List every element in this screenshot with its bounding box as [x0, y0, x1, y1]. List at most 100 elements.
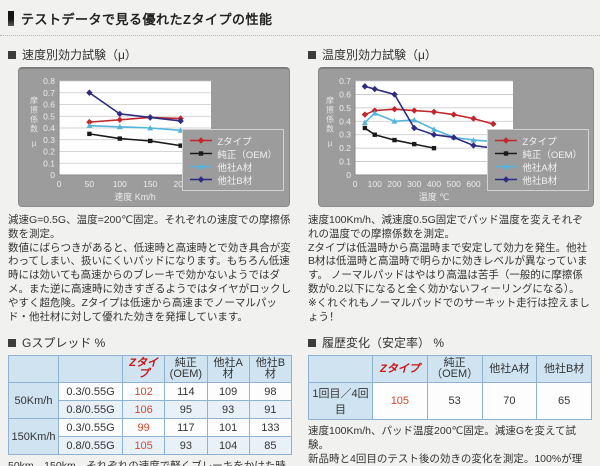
- legend-label: 他社A材: [522, 162, 558, 174]
- header-cell-blank: [58, 355, 123, 384]
- svg-text:600: 600: [466, 179, 480, 189]
- svg-text:0.3: 0.3: [339, 130, 351, 140]
- temperature-friction-chart: 0 0.1 0.2 0.3 0.4 0.5 0.6 0.7 0 100 200 300 400 500 60…: [318, 67, 594, 207]
- chart0-svg: 00.10.20.30.40.50.60.70.8050100150200250…: [30, 76, 218, 202]
- legend-label: 他社B材: [522, 175, 558, 187]
- table-row: 1回目／4回目 105 53 70 65: [308, 382, 592, 421]
- g-condition-cell: 0.3/0.55G: [58, 418, 123, 438]
- speed-label-150kmh: 150Km/h: [8, 418, 59, 456]
- section-header-history-change: 履歴変化（安定率） %: [308, 334, 592, 351]
- legend-label: Zタイプ: [522, 136, 557, 148]
- legend-swatch-icon: [190, 163, 213, 169]
- svg-text:0.6: 0.6: [339, 89, 351, 99]
- svg-text:0.1: 0.1: [339, 157, 351, 167]
- svg-text:0.2: 0.2: [339, 143, 351, 153]
- header-cell-company-b: 他社B材: [536, 355, 592, 384]
- header-cell-z-type: Zタイプ: [372, 355, 428, 384]
- section-label-history-change: 履歴変化（安定率） %: [322, 336, 445, 351]
- company-a-value-cell: 93: [206, 400, 250, 420]
- speed-test-column: 速度別効力試験（μ） 0 0.1 0.2 0.3 0.4 0.5 0.6 0.7 0.8 0 50 1…: [8, 46, 293, 466]
- company-a-value-cell: 104: [206, 436, 250, 456]
- header-cell-blank: [8, 355, 59, 384]
- svg-text:100: 100: [113, 179, 127, 189]
- section-header-temperature-test: 温度別効力試験（μ）: [308, 46, 592, 63]
- svg-text:0.5: 0.5: [43, 111, 55, 121]
- company-a-value-cell: 101: [206, 418, 250, 438]
- svg-text:50: 50: [85, 179, 95, 189]
- svg-text:μ: μ: [32, 139, 37, 148]
- svg-text:150: 150: [143, 179, 157, 189]
- svg-text:0: 0: [346, 170, 351, 180]
- page-title-bar: テストデータで見る優れたZタイプの性能: [0, 0, 600, 36]
- z-value-cell: 102: [121, 382, 166, 402]
- section-label-speed-test: 速度別効力試験（μ）: [22, 48, 137, 62]
- svg-text:摩: 摩: [30, 95, 38, 105]
- section-label-temperature-test: 温度別効力試験（μ）: [322, 48, 437, 62]
- company-a-value-cell: 70: [481, 382, 538, 421]
- svg-text:200: 200: [174, 179, 188, 189]
- legend-label: 他社A材: [217, 162, 253, 174]
- header-cell-blank: [308, 355, 373, 384]
- g-condition-cell: 0.3/0.55G: [58, 382, 123, 402]
- legend-item: 他社B材: [494, 173, 582, 187]
- svg-text:μ: μ: [328, 139, 333, 148]
- legend-swatch-icon: [495, 137, 518, 144]
- company-b-value-cell: 133: [248, 418, 293, 438]
- title-bullet-icon: [8, 11, 14, 26]
- oem-value-cell: 117: [164, 418, 208, 438]
- header-cell-company-a: 他社A材: [481, 355, 538, 384]
- history-change-table: Zタイプ 純正（OEM） 他社A材 他社B材 1回目／4回目 105 53 70…: [308, 355, 592, 421]
- svg-text:400: 400: [427, 179, 441, 189]
- oem-value-cell: 95: [164, 400, 208, 420]
- svg-text:数: 数: [30, 124, 38, 134]
- svg-text:0: 0: [50, 170, 55, 180]
- legend-label: 他社B材: [217, 175, 253, 187]
- company-b-value-cell: 65: [536, 382, 592, 421]
- speed-label-50kmh: 50Km/h: [8, 382, 59, 420]
- svg-text:0: 0: [353, 179, 358, 189]
- section-header-speed-test: 速度別効力試験（μ）: [8, 46, 292, 63]
- section-bullet-icon: [308, 338, 316, 347]
- chart0-legend: Zタイプ 純正（OEM） 他社A材 他社B材: [182, 129, 284, 191]
- table-row: 0.8/0.55G 105 93 104 85: [9, 436, 293, 456]
- svg-text:0.1: 0.1: [43, 158, 55, 168]
- table-header-row: Zタイプ 純正（OEM） 他社A材 他社B材: [308, 355, 592, 384]
- svg-text:0.4: 0.4: [339, 116, 351, 126]
- legend-swatch-icon: [190, 137, 213, 144]
- header-cell-z-type: Zタイプ: [121, 355, 166, 384]
- g-spread-table: Zタイプ 純正 (OEM) 他社A材 他社B材 50Km/h 0.3/0.55G…: [8, 355, 293, 456]
- table-row: 50Km/h 0.3/0.55G 102 114 109 98: [8, 382, 293, 420]
- header-cell-company-b: 他社B材: [248, 355, 293, 384]
- section-header-g-spread: Gスプレッド %: [8, 334, 292, 351]
- svg-text:0.5: 0.5: [339, 103, 351, 113]
- speed-friction-chart: 00.10.20.30.40.50.60.70.8050100150200250…: [18, 67, 290, 207]
- svg-text:擦: 擦: [326, 105, 334, 115]
- legend-item: Zタイプ: [189, 134, 277, 148]
- legend-swatch-icon: [495, 176, 518, 183]
- svg-text:係: 係: [30, 115, 38, 124]
- svg-text:0.6: 0.6: [43, 100, 55, 110]
- svg-text:0.4: 0.4: [43, 123, 55, 133]
- section-bullet-icon: [308, 50, 316, 59]
- svg-text:0: 0: [57, 179, 62, 189]
- svg-text:数: 数: [326, 124, 334, 134]
- company-b-value-cell: 85: [248, 436, 293, 456]
- section-label-g-spread: Gスプレッド %: [22, 336, 106, 351]
- legend-item: 他社A材: [189, 160, 277, 174]
- section-bullet-icon: [8, 50, 16, 59]
- company-b-value-cell: 98: [248, 382, 293, 402]
- svg-text:500: 500: [447, 179, 461, 189]
- svg-text:速度 Km/h: 速度 Km/h: [114, 191, 156, 202]
- header-cell-company-a: 他社A材: [206, 355, 250, 384]
- trial-label-cell: 1回目／4回目: [308, 382, 373, 421]
- oem-value-cell: 93: [164, 436, 208, 456]
- z-value-cell: 106: [121, 400, 166, 420]
- temperature-test-description: 速度100Km/h、減速度0.5G固定でパッド温度を変えそれぞれの温度での摩擦係…: [308, 214, 590, 323]
- svg-text:摩: 摩: [326, 95, 334, 105]
- svg-text:温度 ℃: 温度 ℃: [419, 191, 450, 202]
- svg-text:0.2: 0.2: [43, 147, 55, 157]
- svg-text:300: 300: [407, 179, 421, 189]
- legend-item: 他社A材: [494, 160, 582, 174]
- legend-item: 他社B材: [189, 173, 277, 187]
